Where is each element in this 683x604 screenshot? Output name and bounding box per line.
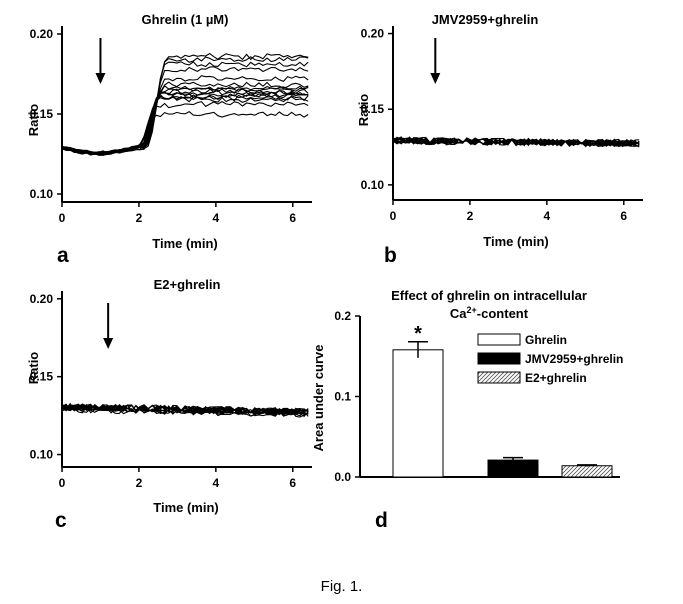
legend-swatch (477, 333, 521, 346)
y-tick-label: 0.15 (30, 370, 54, 384)
panel-a-traces (61, 52, 309, 156)
stimulus-arrow-head (430, 73, 441, 84)
panel-d-title-line2: Ca2+-content (450, 305, 529, 321)
x-tick-label: 0 (59, 211, 66, 225)
panel-d-letter: d (375, 509, 388, 532)
panel-c-traces (61, 402, 309, 418)
y-tick-label: 0.15 (30, 107, 54, 121)
trace-line (61, 89, 309, 156)
x-tick-label: 2 (136, 476, 143, 490)
x-tick-label: 4 (213, 211, 220, 225)
bar-e2-ghrelin (561, 465, 613, 478)
panel-d: Effect of ghrelin on intracellular Ca2+-… (311, 288, 623, 532)
trace-line (61, 96, 309, 154)
panel-c-title: E2+ghrelin (154, 277, 221, 292)
x-tick-label: 2 (136, 211, 143, 225)
panel-b-title: JMV2959+ghrelin (432, 12, 539, 27)
panel-c-xlabel: Time (min) (153, 500, 219, 515)
bar-jmv2959-ghrelin (487, 459, 539, 478)
y-tick-label: 0.20 (361, 27, 385, 41)
y-tick-label: 0.2 (334, 309, 351, 323)
panel-c-ylabel: Ratio (26, 352, 41, 385)
trace-line (61, 61, 309, 154)
panel-c: E2+ghrelin 0 2 4 6 0.10 0.15 0.20 Ratio Time (… (26, 277, 312, 532)
y-tick-label: 0.10 (361, 178, 385, 192)
panel-d-plot: 0.0 0.1 0.2 * Ghrelin JMV2959+ghrelin E2+ghrel… (334, 309, 623, 484)
legend-label: E2+ghrelin (525, 371, 587, 385)
trace-line (61, 405, 309, 417)
panel-d-ylabel: Area under curve (311, 345, 326, 452)
panel-a-title: Ghrelin (1 µM) (142, 12, 229, 27)
trace-line (61, 75, 309, 156)
x-tick-label: 0 (59, 476, 66, 490)
x-tick-label: 6 (289, 211, 296, 225)
trace-line (61, 110, 309, 156)
trace-line (61, 52, 309, 155)
x-tick-label: 4 (544, 209, 551, 223)
stimulus-arrow-head (95, 73, 106, 84)
panel-b-ylabel: Ratio (356, 94, 371, 127)
trace-line (61, 91, 309, 155)
panel-c-axes: 0 2 4 6 0.10 0.15 0.20 (30, 291, 312, 490)
x-tick-label: 4 (213, 476, 220, 490)
bar-ghrelin (392, 349, 444, 478)
panel-b-letter: b (384, 244, 397, 267)
panel-b: JMV2959+ghrelin 0 2 4 6 0.10 0.15 0.20 Ratio T… (356, 12, 643, 267)
panel-a-ylabel: Ratio (26, 104, 41, 137)
y-tick-label: 0.15 (361, 102, 385, 116)
y-tick-label: 0.20 (30, 292, 54, 306)
x-tick-label: 6 (620, 209, 627, 223)
trace-line (61, 56, 309, 155)
y-tick-label: 0.20 (30, 27, 54, 41)
trace-line (61, 93, 309, 155)
panel-d-title-line1: Effect of ghrelin on intracellular (391, 288, 587, 303)
stimulus-arrow-head (103, 338, 114, 349)
panel-c-letter: c (55, 509, 67, 532)
y-tick-label: 0.10 (30, 187, 54, 201)
y-tick-label: 0.1 (334, 390, 351, 404)
panel-a-xlabel: Time (min) (152, 236, 218, 251)
x-tick-label: 6 (289, 476, 296, 490)
legend-swatch (477, 371, 521, 384)
trace-line (61, 66, 309, 154)
x-tick-label: 2 (467, 209, 474, 223)
figure-caption: Fig. 1. (320, 578, 363, 595)
x-tick-label: 0 (390, 209, 397, 223)
significance-marker: * (414, 323, 422, 345)
y-tick-label: 0.0 (334, 470, 351, 484)
y-tick-label: 0.10 (30, 448, 54, 462)
panel-a-letter: a (57, 244, 69, 267)
trace-line (392, 136, 640, 146)
panel-a: Ghrelin (1 µM) 0 2 4 6 0.10 0.15 0.20 Ratio Ti… (26, 12, 312, 267)
panel-b-axes: 0 2 4 6 0.10 0.15 0.20 (361, 26, 643, 223)
trace-line (61, 100, 309, 156)
panel-b-traces (392, 136, 640, 148)
legend-label: Ghrelin (525, 333, 567, 347)
panel-b-xlabel: Time (min) (483, 234, 549, 249)
panel-a-axes: 0 2 4 6 0.10 0.15 0.20 (30, 26, 312, 225)
legend-swatch (477, 352, 521, 365)
legend-label: JMV2959+ghrelin (525, 352, 623, 366)
